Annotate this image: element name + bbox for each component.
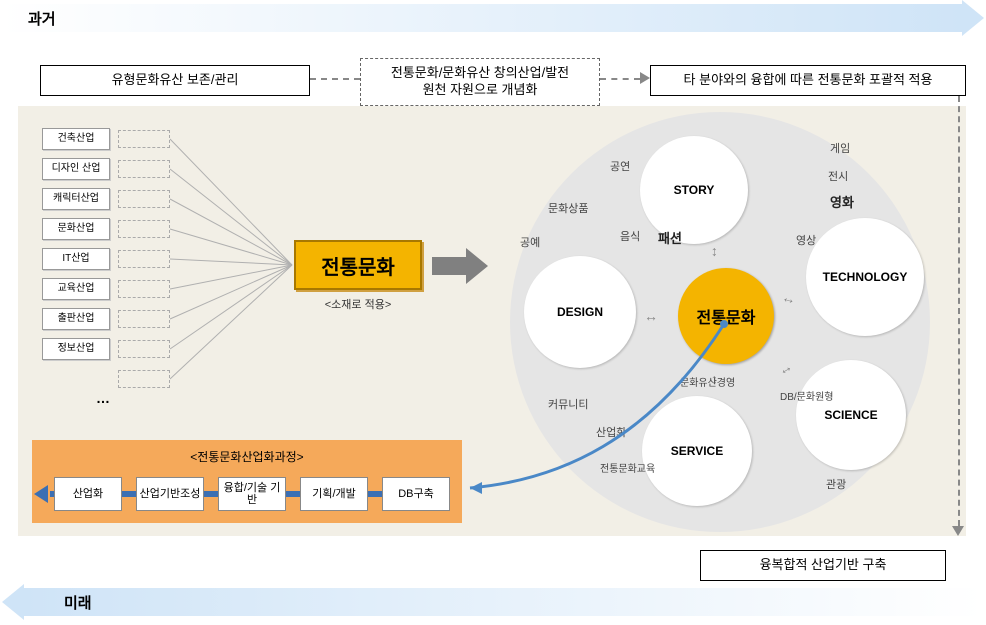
bottom-right-box: 융복합적 산업기반 구축 — [700, 550, 946, 581]
lbl-gongyeon: 공연 — [610, 158, 630, 174]
center-yellow-box: 전통문화 — [294, 240, 422, 290]
node-story-label: STORY — [674, 183, 715, 197]
node-story: STORY — [640, 136, 748, 244]
bottom-right-box-text: 융복합적 산업기반 구축 — [760, 557, 887, 572]
industry-item: 건축산업 — [42, 128, 110, 150]
industry-item: 교육산업 — [42, 278, 110, 300]
step-4: 기획/개발 — [300, 477, 368, 511]
industry-item: 문화산업 — [42, 218, 110, 240]
lbl-munhwasangpum: 문화상품 — [548, 200, 588, 216]
industry-item: 디자인 산업 — [42, 158, 110, 180]
top-box-left: 유형문화유산 보존/관리 — [40, 65, 310, 96]
top-box-mid: 전통문화/문화유산 창의산업/발전 원천 자원으로 개념화 — [360, 58, 600, 106]
lbl-community: 커뮤니티 — [548, 396, 588, 412]
industry-item: IT산업 — [42, 248, 110, 270]
step-5: DB구축 — [382, 477, 450, 511]
lbl-munhwayusangyeongyeong: 문화유산경영 — [680, 374, 735, 389]
process-steps: 산업화 산업기반조성 융합/기술 기반 기획/개발 DB구축 — [40, 471, 454, 515]
dash-left-to-mid — [310, 78, 360, 80]
industry-ghost — [118, 160, 170, 178]
lbl-fashion: 패션 — [658, 228, 682, 247]
top-box-left-text: 유형문화유산 보존/관리 — [112, 72, 239, 87]
industry-ghost — [118, 250, 170, 268]
step-1: 산업화 — [54, 477, 122, 511]
cluster-center-label: 전통문화 — [697, 304, 756, 328]
dash-right-down-head — [952, 526, 964, 536]
bottom-band-arrowhead — [2, 584, 24, 620]
top-box-mid-l2: 원천 자원으로 개념화 — [423, 82, 538, 97]
center-yellow-title: 전통문화 — [321, 251, 395, 280]
industry-item: 출판산업 — [42, 308, 110, 330]
top-box-right-text: 타 분야와의 융합에 따른 전통문화 포괄적 적용 — [684, 72, 933, 87]
dbl-arrow: ↔ — [709, 245, 725, 259]
dash-right-down — [958, 96, 960, 526]
industry-ellipsis: … — [96, 390, 110, 406]
node-service-label: SERVICE — [671, 444, 723, 458]
top-time-band — [2, 4, 962, 32]
diagram-canvas: 과거 미래 유형문화유산 보존/관리 전통문화/문화유산 창의산업/발전 원천 … — [0, 0, 986, 625]
dbl-arrow: ↔ — [644, 308, 658, 324]
top-box-mid-l1: 전통문화/문화유산 창의산업/발전 — [391, 65, 569, 80]
lbl-yeongsang: 영상 — [796, 232, 816, 248]
center-yellow-subtitle: <소재로 적용> — [293, 296, 423, 312]
step-2: 산업기반조성 — [136, 477, 204, 511]
process-title: <전통문화산업화과정> — [40, 448, 454, 465]
process-panel: <전통문화산업화과정> 산업화 산업기반조성 융합/기술 기반 기획/개발 DB… — [32, 440, 462, 523]
node-science: SCIENCE — [796, 360, 906, 470]
bottom-time-band — [24, 588, 982, 616]
label-past: 과거 — [28, 8, 56, 29]
cluster-center-node: 전통문화 — [678, 268, 774, 364]
industry-ghost — [118, 340, 170, 358]
node-technology-label: TECHNOLOGY — [823, 270, 908, 284]
industry-item: 캐릭터산업 — [42, 188, 110, 210]
big-arrow-right — [432, 250, 492, 282]
industry-item: 정보산업 — [42, 338, 110, 360]
industry-ghost — [118, 190, 170, 208]
lbl-yeonghwa: 영화 — [830, 192, 854, 211]
top-box-right: 타 분야와의 융합에 따른 전통문화 포괄적 적용 — [650, 65, 966, 96]
lbl-jtmunhwagyoyuk: 전통문화교육 — [600, 460, 655, 475]
top-band-arrowhead — [962, 0, 984, 36]
label-future: 미래 — [64, 592, 92, 613]
process-flow-arrowhead — [34, 485, 48, 503]
industry-ghost — [118, 310, 170, 328]
lbl-dbmunhwawonhyeong: DB/문화원형 — [780, 388, 833, 403]
industry-ghost — [118, 130, 170, 148]
lbl-jeonshi: 전시 — [828, 168, 848, 184]
industry-ghost — [118, 280, 170, 298]
lbl-gwangwang: 관광 — [826, 476, 846, 492]
step-3: 융합/기술 기반 — [218, 477, 286, 511]
node-design: DESIGN — [524, 256, 636, 368]
industry-ghost — [118, 370, 170, 388]
lbl-eumsik: 음식 — [620, 228, 640, 244]
industry-ghost — [118, 220, 170, 238]
node-science-label: SCIENCE — [824, 408, 877, 422]
lbl-gongye: 공예 — [520, 234, 540, 250]
lbl-saneophwa: 산업화 — [596, 424, 626, 440]
node-design-label: DESIGN — [557, 305, 603, 319]
lbl-game: 게임 — [830, 140, 850, 156]
node-service: SERVICE — [642, 396, 752, 506]
node-technology: TECHNOLOGY — [806, 218, 924, 336]
dash-mid-to-right-head — [640, 72, 650, 84]
dash-mid-to-right — [600, 78, 640, 80]
